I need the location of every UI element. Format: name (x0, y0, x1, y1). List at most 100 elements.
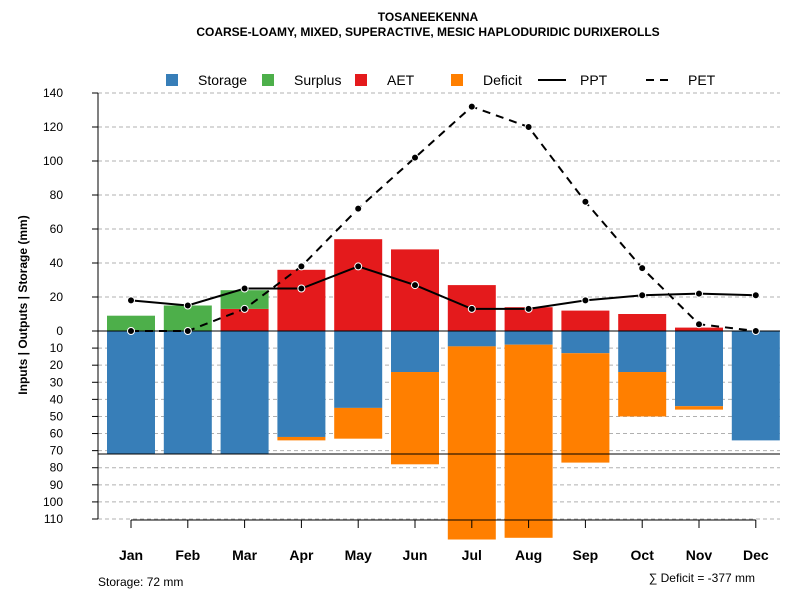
legend-storage-label: Storage (198, 72, 247, 88)
ppt-point-jul (467, 304, 476, 313)
y-tick-label: 0 (56, 324, 63, 338)
y-tick-label: 30 (50, 375, 64, 389)
pet-point-sep (581, 197, 590, 206)
pet-point-feb (183, 327, 192, 335)
ppt-point-feb (183, 301, 192, 310)
storage-bar-nov (675, 331, 723, 407)
deficit-bar-apr (277, 436, 326, 441)
x-tick-label-oct: Oct (631, 547, 655, 563)
legend-ppt-label: PPT (580, 72, 608, 88)
ppt-line (130, 265, 756, 310)
gridlines (98, 92, 780, 520)
y-tick-label: 50 (50, 409, 64, 423)
pet-point-aug (524, 123, 533, 131)
x-tick-label-dec: Dec (743, 547, 769, 563)
legend-surplus-swatch (262, 74, 274, 86)
deficit-bar-sep (561, 353, 610, 463)
pet-point-mar (240, 304, 249, 313)
x-tick-label-may: May (345, 547, 372, 563)
aet-bar-jun (391, 249, 439, 331)
ppt-point-apr (297, 284, 306, 293)
storage-bar-apr (277, 331, 326, 437)
surplus-bar-jan (107, 315, 155, 331)
storage-bar-jul (447, 331, 496, 347)
pet-point-apr (297, 262, 306, 271)
deficit-bar-nov (675, 406, 723, 410)
aet-bar-may (334, 239, 383, 331)
deficit-bar-oct (618, 372, 667, 417)
storage-bar-mar (220, 331, 269, 455)
ppt-point-jan (127, 296, 135, 305)
axes: 140 120 100 80 60 40 20 0 10 20 30 40 50 60 70 80 90 100 1… (43, 86, 769, 563)
pet-point-jan (127, 327, 135, 335)
ppt-point-oct (638, 291, 647, 300)
pet-line (131, 105, 756, 332)
storage-bar-oct (618, 331, 667, 373)
y-tick-label: 80 (50, 461, 64, 475)
y-tick-label: 140 (43, 86, 63, 100)
y-tick-label: 20 (50, 358, 64, 372)
aet-bar-aug (504, 307, 553, 331)
x-tick-label-mar: Mar (232, 547, 257, 563)
storage-footer: Storage: 72 mm (98, 575, 183, 589)
surplus-bar-mar (220, 290, 269, 309)
storage-bar-jun (391, 331, 439, 373)
ppt-point-mar (240, 284, 249, 293)
pet-point-jun (411, 153, 419, 162)
legend-storage-swatch (166, 74, 178, 86)
series-lines (98, 102, 780, 455)
ppt-point-jun (411, 281, 419, 290)
storage-bar-dec (731, 331, 780, 441)
y-tick-label: 100 (43, 495, 63, 509)
pet-point-nov (695, 320, 703, 329)
y-tick-label: 90 (50, 478, 64, 492)
storage-bar-feb (163, 331, 212, 455)
pet-point-jul (467, 102, 476, 111)
aet-bar-nov (675, 327, 723, 331)
y-tick-label: 100 (43, 154, 63, 168)
pet-point-oct (638, 264, 647, 273)
deficit-footer: ∑ Deficit = -377 mm (649, 571, 755, 585)
y-tick-label: 40 (50, 256, 64, 270)
y-tick-label: 110 (44, 512, 63, 526)
chart-title: TOSANEEKENNA (378, 10, 479, 24)
ppt-point-aug (524, 304, 533, 313)
x-tick-label-sep: Sep (573, 547, 599, 563)
legend-aet-swatch (355, 74, 367, 86)
pet-point-dec (751, 327, 760, 335)
legend-surplus-label: Surplus (294, 72, 341, 88)
y-tick-label: 20 (50, 290, 64, 304)
ppt-point-may (354, 262, 363, 271)
ppt-point-sep (581, 296, 590, 305)
y-tick-label: 60 (50, 222, 64, 236)
x-tick-label-jul: Jul (462, 547, 482, 563)
y-axis-label: Inputs | Outputs | Storage (mm) (16, 215, 30, 394)
storage-bar-may (334, 331, 383, 408)
legend-pet-label: PET (688, 72, 716, 88)
storage-bar-aug (504, 331, 553, 345)
x-tick-label-apr: Apr (289, 547, 314, 563)
aet-bar-apr (277, 269, 326, 331)
x-tick-label-nov: Nov (686, 547, 713, 563)
aet-bar-sep (561, 310, 610, 331)
chart-subtitle: COARSE-LOAMY, MIXED, SUPERACTIVE, MESIC … (196, 25, 659, 39)
x-tick-label-jun: Jun (403, 547, 428, 563)
y-tick-label: 120 (43, 120, 63, 134)
deficit-bar-may (334, 407, 383, 439)
legend: Storage Surplus AET Deficit PPT PET (166, 72, 716, 88)
pet-point-may (354, 204, 363, 213)
y-tick-label: 70 (50, 444, 64, 458)
storage-bar-sep (561, 331, 610, 354)
y-tick-label: 10 (50, 341, 64, 355)
deficit-bar-aug (504, 344, 553, 538)
legend-deficit-label: Deficit (483, 72, 522, 88)
ppt-point-dec (751, 291, 760, 300)
aet-bar-oct (618, 314, 667, 331)
ppt-point-nov (695, 289, 703, 298)
deficit-bar-jul (447, 346, 496, 540)
y-tick-label: 40 (50, 392, 64, 406)
y-tick-label: 80 (50, 188, 64, 202)
y-tick-label: 60 (50, 427, 64, 441)
surplus-bar-feb (163, 305, 212, 331)
